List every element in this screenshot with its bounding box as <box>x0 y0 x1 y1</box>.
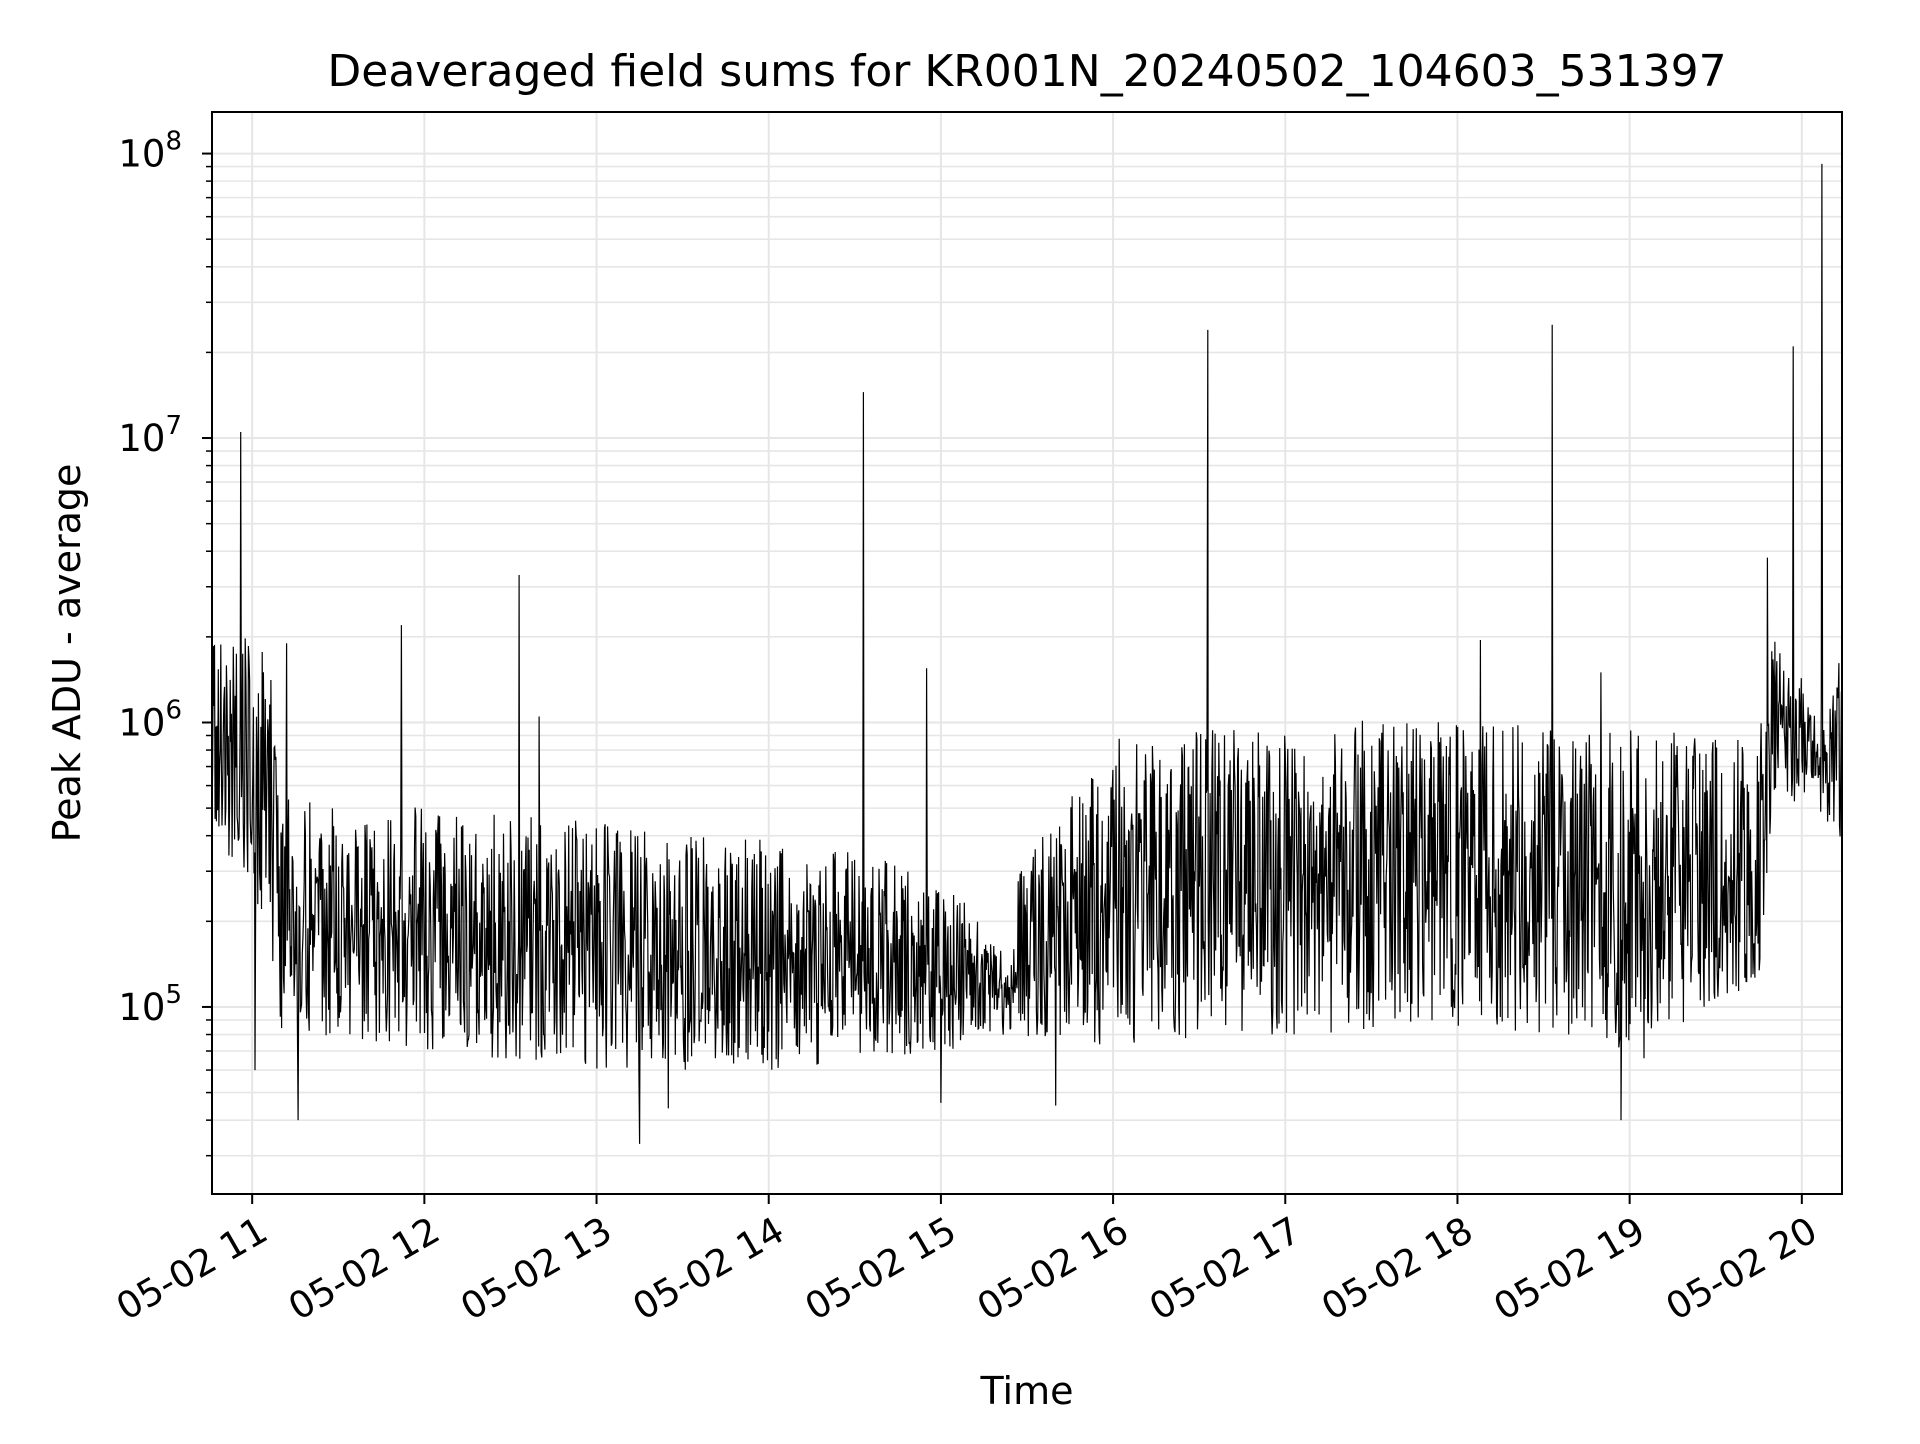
y-tick-label: 106 <box>118 695 182 744</box>
plot-frame <box>211 111 1843 1195</box>
x-axis-label: Time <box>980 1369 1074 1413</box>
y-axis-label: Peak ADU - average <box>45 464 89 843</box>
y-tick-label: 105 <box>118 980 182 1029</box>
y-tick-label: 108 <box>118 127 182 176</box>
series-line-path <box>211 163 1843 1144</box>
chart-title: Deaveraged field sums for KR001N_2024050… <box>327 46 1726 97</box>
series-line <box>211 163 1843 1144</box>
y-tick-label: 107 <box>118 411 182 460</box>
